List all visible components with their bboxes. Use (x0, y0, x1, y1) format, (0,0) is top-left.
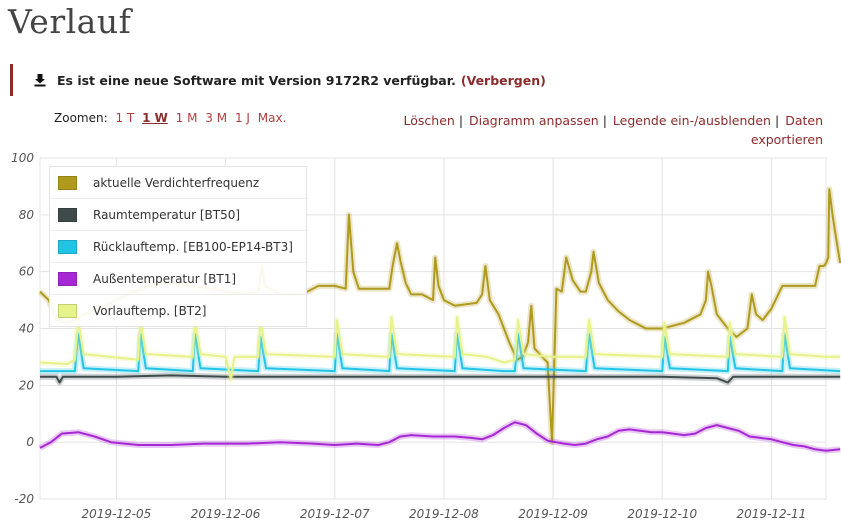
hide-notice-link[interactable]: (Verbergen) (460, 72, 546, 88)
series-line-3 (39, 421, 841, 452)
x-tick-label: 2019-12-08 (409, 507, 479, 521)
legend-item-flow-temperature[interactable]: Vorlauftemp. [BT2] (50, 295, 306, 326)
download-icon[interactable] (33, 73, 47, 87)
export-data-link[interactable]: Daten exportieren (750, 113, 823, 147)
y-tick-label: 40 (19, 322, 35, 336)
legend-swatch (58, 175, 77, 190)
x-tick-label: 2019-12-06 (191, 507, 261, 521)
zoom-max[interactable]: Max. (257, 111, 287, 125)
separator: | (602, 113, 607, 128)
series-line-2 (40, 333, 841, 373)
y-tick-label: 0 (26, 435, 34, 449)
y-tick-label: 100 (11, 151, 34, 165)
separator: | (458, 113, 464, 128)
y-tick-label: 60 (19, 265, 35, 279)
x-tick-label: 2019-12-09 (518, 507, 588, 521)
x-tick-label: 2019-12-07 (300, 507, 370, 521)
legend-item-room-temperature[interactable]: Raumtemperatur [BT50] (50, 199, 306, 231)
update-notice-message: Es ist eine neue Software mit Version 91… (57, 72, 456, 88)
legend-label: Rücklauftemp. [EB100-EP14-BT3] (93, 239, 293, 254)
separator: | (774, 113, 780, 128)
series-line-4 (39, 316, 841, 381)
y-tick-label: 80 (19, 208, 35, 222)
legend-swatch (58, 303, 77, 318)
legend-item-outdoor-temperature[interactable]: Außentemperatur [BT1] (50, 263, 306, 295)
page-title: Verlauf (8, 2, 132, 41)
legend-swatch (58, 207, 77, 222)
legend-swatch (58, 271, 77, 286)
legend-label: Außentemperatur [BT1] (93, 271, 237, 286)
series-line-1 (40, 374, 841, 384)
chart-series (37, 186, 841, 454)
zoom-1-week[interactable]: 1 W (142, 111, 168, 125)
zoom-1-month[interactable]: 1 M (175, 111, 198, 125)
zoom-bar: Zoomen: 1 T 1 W 1 M 3 M 1 J Max. (54, 111, 286, 125)
chart-actions: Löschen | Diagramm anpassen | Legende ein-/a… (383, 111, 823, 149)
y-tick-label: 20 (19, 378, 35, 392)
update-notice: Es ist eine neue Software mit Version 91… (10, 64, 833, 96)
zoom-label: Zoomen: (54, 111, 108, 125)
legend-item-compressor-frequency[interactable]: aktuelle Verdichterfrequenz (50, 167, 306, 199)
y-tick-label: -20 (14, 492, 34, 506)
clear-link[interactable]: Löschen (403, 113, 455, 128)
zoom-1-year[interactable]: 1 J (234, 111, 250, 125)
x-tick-label: 2019-12-05 (82, 507, 152, 521)
legend-label: Raumtemperatur [BT50] (93, 207, 241, 222)
legend-label: Vorlauftemp. [BT2] (93, 303, 207, 318)
legend-label: aktuelle Verdichterfrequenz (93, 175, 260, 190)
legend-swatch (58, 239, 77, 254)
zoom-3-months[interactable]: 3 M (205, 111, 228, 125)
x-tick-label: 2019-12-11 (737, 507, 807, 521)
legend-item-return-temperature[interactable]: Rücklauftemp. [EB100-EP14-BT3] (50, 231, 306, 263)
zoom-1-day[interactable]: 1 T (115, 111, 135, 125)
adjust-chart-link[interactable]: Diagramm anpassen (469, 113, 599, 128)
toggle-legend-link[interactable]: Legende ein-/ausblenden (612, 113, 771, 128)
x-tick-label: 2019-12-10 (627, 507, 697, 521)
history-chart: -20 0 20 40 60 80 100 2019-12-05 2019-12-06 2019-… (11, 151, 841, 521)
chart-legend: aktuelle Verdichterfrequenz Raumtemperat… (49, 166, 307, 327)
chart-axes: -20 0 20 40 60 80 100 2019-12-05 2019-12-06 2019-… (11, 151, 806, 521)
